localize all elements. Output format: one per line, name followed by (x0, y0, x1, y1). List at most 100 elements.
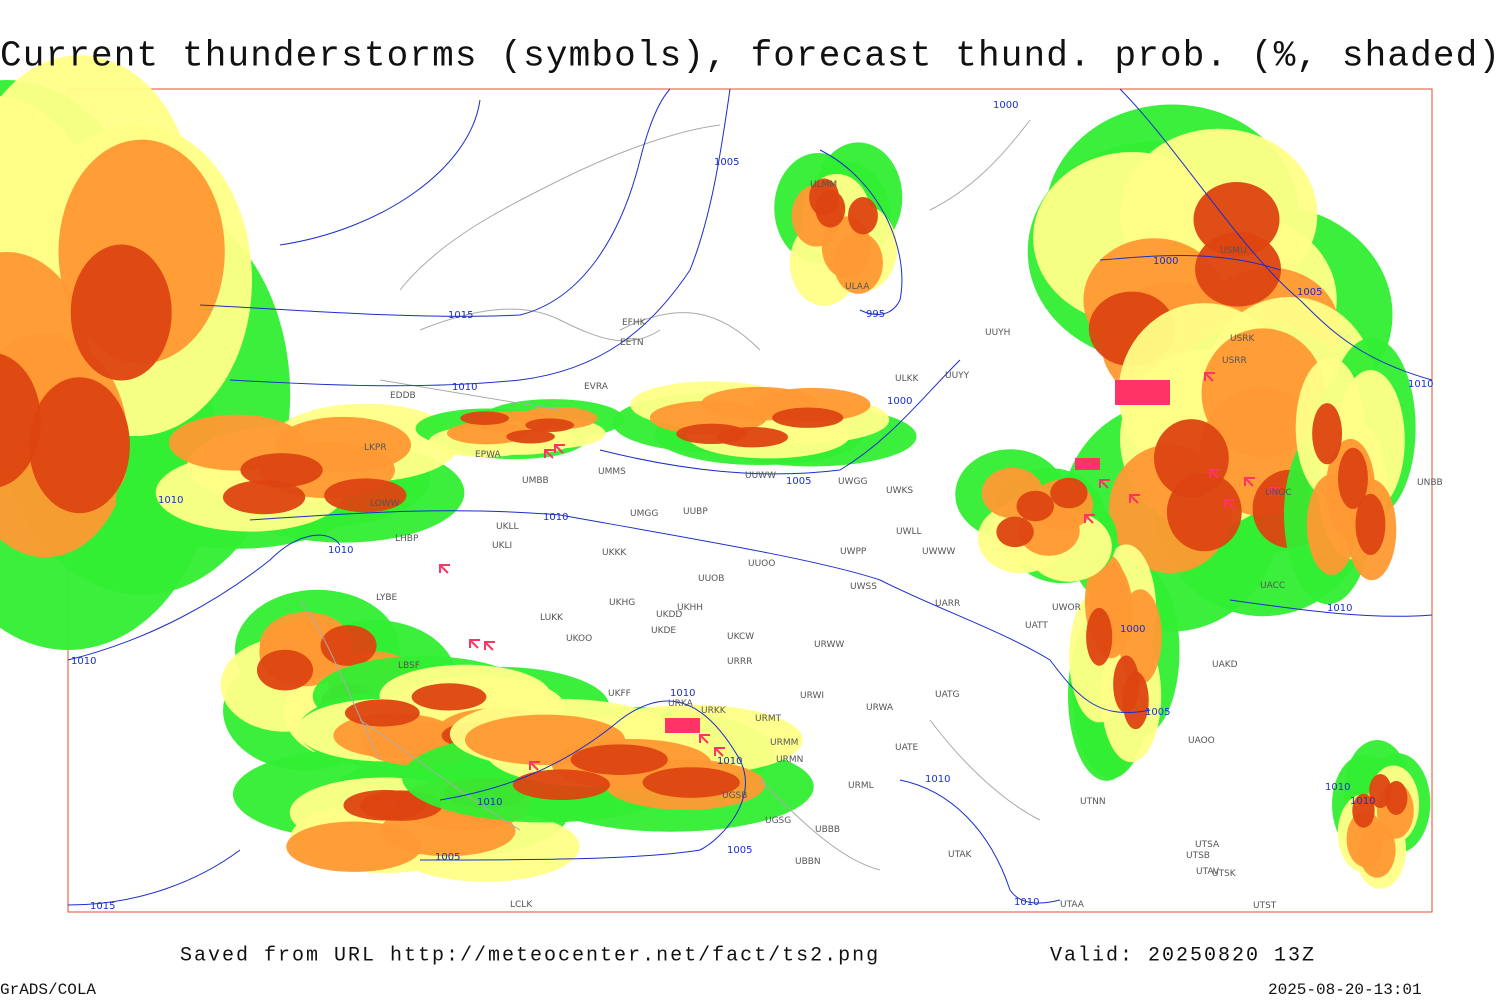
timestamp: 2025-08-20-13:01 (1268, 981, 1422, 999)
station-label: LCLK (510, 900, 533, 910)
isobar (1099, 255, 1281, 271)
station-label: UATG (935, 690, 960, 700)
station-label: UTAK (948, 850, 973, 860)
thunderstorm-symbol (1129, 494, 1140, 504)
station-label: UARR (935, 599, 960, 609)
thunderstorm-symbol (1099, 479, 1110, 489)
shade-blob (344, 699, 420, 727)
shade-blob (240, 453, 323, 488)
shade-blob (0, 353, 41, 488)
isobar (419, 700, 746, 861)
isobar-label: 1010 (670, 688, 695, 699)
thunderstorm-cluster (665, 718, 700, 733)
isobar-label: 1000 (1120, 624, 1145, 635)
station-label: LOWW (370, 499, 400, 509)
isobar-label: 1015 (90, 901, 115, 912)
station-label: EETN (620, 338, 644, 348)
station-label: UKCW (727, 632, 754, 642)
station-label: ULMM (810, 180, 837, 190)
shade-blob (1086, 607, 1113, 666)
station-label: URMM (770, 738, 798, 748)
isobar (899, 779, 1061, 904)
map-area: ULMM ULAA UUYH UUYY ULKK EFHK EETN EVRA EDDB LKPR… (0, 55, 1443, 913)
station-label: UKLL (496, 522, 519, 532)
station-label: UTSA (1195, 840, 1220, 850)
station-label: UWPP (840, 547, 867, 557)
isobar (67, 849, 241, 906)
station-label: UBBN (795, 857, 821, 867)
isobar (599, 359, 961, 475)
isobar (67, 534, 341, 661)
station-label: EFHK (622, 318, 647, 328)
station-label: UWOR (1052, 603, 1081, 613)
thunderstorm-symbol (439, 564, 450, 574)
shade-blob (815, 190, 846, 228)
station-label: UACC (1260, 581, 1285, 591)
station-label: UWGG (838, 477, 867, 487)
shade-blob (1355, 493, 1386, 556)
shade-blob (222, 480, 306, 515)
thunderstorm-cluster (1115, 380, 1170, 405)
thunderstorm-symbol (484, 641, 495, 651)
station-label: URMN (776, 755, 803, 765)
thunderstorm-symbol (1204, 372, 1215, 382)
coastlines (299, 119, 1041, 871)
station-label: UKLI (492, 541, 512, 551)
thunderstorm-symbols (439, 372, 1280, 771)
isobar-label: 1010 (1325, 782, 1350, 793)
shade-blob (512, 769, 611, 800)
station-label: UAKD (1212, 660, 1238, 670)
isobar (279, 99, 481, 246)
title: Current thunderstorms (symbols), forecas… (0, 36, 1500, 77)
isobar-label: 1010 (925, 774, 950, 785)
shade-blob (28, 377, 130, 514)
isobar (1229, 599, 1433, 617)
isobar-label: 1010 (717, 756, 742, 767)
shade-blob (1122, 671, 1149, 730)
isobar-label: 1005 (786, 476, 811, 487)
station-label: UGSG (765, 816, 791, 826)
coastline (299, 119, 1041, 871)
station-label: UUBP (683, 507, 708, 517)
shade-blob (642, 767, 740, 798)
station-label: URWW (814, 640, 844, 650)
station-label: UKHG (609, 598, 635, 608)
thunderstorm-symbol (714, 747, 725, 757)
isobar-label: 1010 (452, 382, 477, 393)
station-label: USRR (1222, 356, 1247, 366)
isobar-label: 1005 (1297, 287, 1322, 298)
shade-blob (460, 411, 509, 425)
station-label: UNBB (1417, 478, 1443, 488)
station-label: EVRA (584, 382, 609, 392)
software: GrADS/COLA (0, 981, 96, 999)
isobar-label: 1005 (727, 845, 752, 856)
thunderstorm-symbol (1269, 487, 1280, 497)
station-label: URML (848, 781, 874, 791)
isobar (1119, 88, 1433, 381)
station-label: URMT (755, 714, 782, 724)
station-label: EDDB (390, 391, 416, 401)
isobar-label: 1005 (1145, 707, 1170, 718)
station-label: UUOB (698, 574, 724, 584)
thunderstorm-symbol (1224, 499, 1235, 509)
source-url: Saved from URL http://meteocenter.net/fa… (180, 944, 880, 967)
shade-blob (1050, 477, 1088, 509)
shade-blob (1016, 490, 1054, 522)
station-label: LUKK (540, 613, 564, 623)
shade-blob (1346, 810, 1384, 867)
thunderstorm-symbol (529, 761, 540, 771)
thunderstorm-symbol (544, 449, 555, 459)
shade-blob (320, 625, 377, 666)
shade-blob (525, 418, 575, 433)
station-label: UUOO (748, 559, 775, 569)
isobar-label: 1005 (714, 157, 739, 168)
station-label: LBSF (398, 661, 420, 671)
station-label: UKKK (602, 548, 627, 558)
isobar-label: 1010 (1327, 603, 1352, 614)
station-label: UKDE (651, 626, 676, 636)
station-label: UMBB (522, 476, 549, 486)
station-label: UWSS (850, 582, 877, 592)
isobar-label: 1005 (435, 852, 460, 863)
shade-blob (1352, 793, 1375, 828)
probability-shading (0, 55, 1431, 889)
